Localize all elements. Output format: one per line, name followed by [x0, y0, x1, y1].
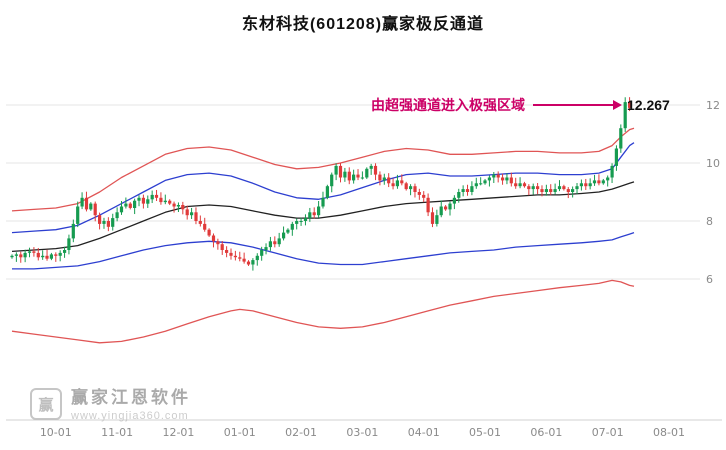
svg-text:08-01: 08-01 [653, 426, 685, 439]
annotation-arrow-head-icon [613, 100, 622, 110]
svg-text:8: 8 [706, 215, 713, 228]
svg-text:01-01: 01-01 [224, 426, 256, 439]
annotation-arrow-line [533, 104, 613, 106]
svg-text:12-01: 12-01 [162, 426, 194, 439]
svg-text:04-01: 04-01 [408, 426, 440, 439]
svg-text:11-01: 11-01 [101, 426, 133, 439]
annotation: 由超强通道进入极强区域 [371, 95, 622, 115]
chart-title: 东材科技(601208)赢家极反通道 [241, 16, 485, 33]
svg-text:6: 6 [706, 273, 713, 286]
svg-text:06-01: 06-01 [530, 426, 562, 439]
svg-text:05-01: 05-01 [469, 426, 501, 439]
annotation-text: 由超强通道进入极强区域 [371, 97, 525, 113]
watermark-text: 赢家江恩软件 www.yingjia360.com [71, 388, 191, 422]
svg-text:12: 12 [706, 99, 720, 112]
brand-logo-icon: 赢 [30, 388, 62, 420]
svg-text:02-01: 02-01 [285, 426, 317, 439]
svg-text:10: 10 [706, 157, 720, 170]
svg-text:10-01: 10-01 [40, 426, 72, 439]
svg-text:03-01: 03-01 [346, 426, 378, 439]
brand-url: www.yingjia360.com [71, 410, 189, 422]
svg-text:07-01: 07-01 [592, 426, 624, 439]
brand-name: 赢家江恩软件 [71, 388, 191, 407]
watermark: 赢 赢家江恩软件 www.yingjia360.com [30, 388, 191, 422]
peak-price-label: 12.267 [627, 97, 670, 113]
